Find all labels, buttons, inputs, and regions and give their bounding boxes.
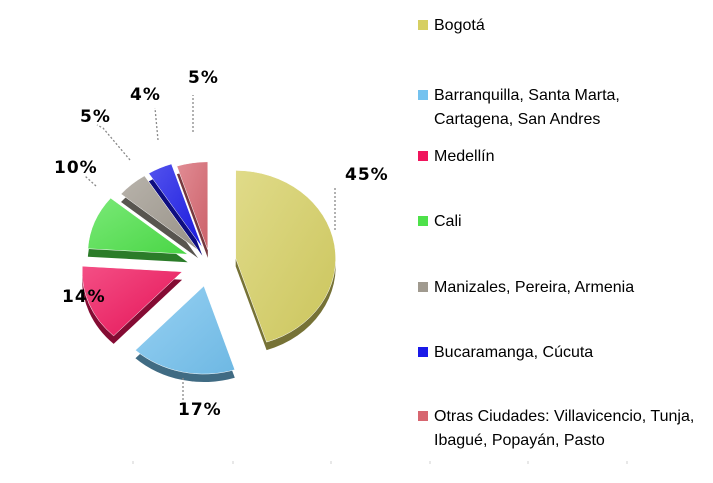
pie-slice	[135, 285, 236, 375]
data-label: 5%	[188, 68, 219, 88]
legend-swatch	[418, 282, 428, 292]
leader-line	[84, 289, 93, 296]
pie-slice	[235, 170, 336, 343]
legend-swatch	[418, 347, 428, 357]
pie-slice	[81, 265, 183, 337]
legend-swatch	[418, 216, 428, 226]
legend-swatch	[418, 151, 428, 161]
legend-label: Cali	[434, 213, 462, 230]
legend-label: Barranquilla, Santa Marta, Cartagena, Sa…	[434, 87, 620, 128]
data-label: 45%	[345, 165, 389, 185]
pie-slice	[87, 197, 189, 255]
legend-swatch	[418, 90, 428, 100]
legend-label: Medellín	[434, 148, 495, 165]
legend-swatch	[418, 20, 428, 30]
data-label: 4%	[130, 85, 161, 105]
data-label: 14%	[62, 287, 106, 307]
pie-slice-side	[148, 171, 203, 256]
legend-label: Otras Ciudades: Villavicencio, Tunja, Ib…	[434, 408, 695, 449]
data-label: 10%	[54, 158, 98, 178]
data-label: 17%	[178, 400, 222, 420]
leader-line	[96, 124, 131, 161]
pie-slice	[176, 161, 209, 250]
pie-slice	[120, 175, 199, 251]
data-label: 5%	[80, 107, 111, 127]
legend-label: Bucaramanga, Cúcuta	[434, 344, 594, 361]
legend-swatch	[418, 411, 428, 421]
leader-line	[84, 175, 97, 187]
leader-line	[154, 107, 159, 141]
pie-slice	[148, 163, 203, 248]
legend-label: Bogotá	[434, 17, 485, 34]
legend-label: Manizales, Pereira, Armenia	[434, 279, 635, 296]
